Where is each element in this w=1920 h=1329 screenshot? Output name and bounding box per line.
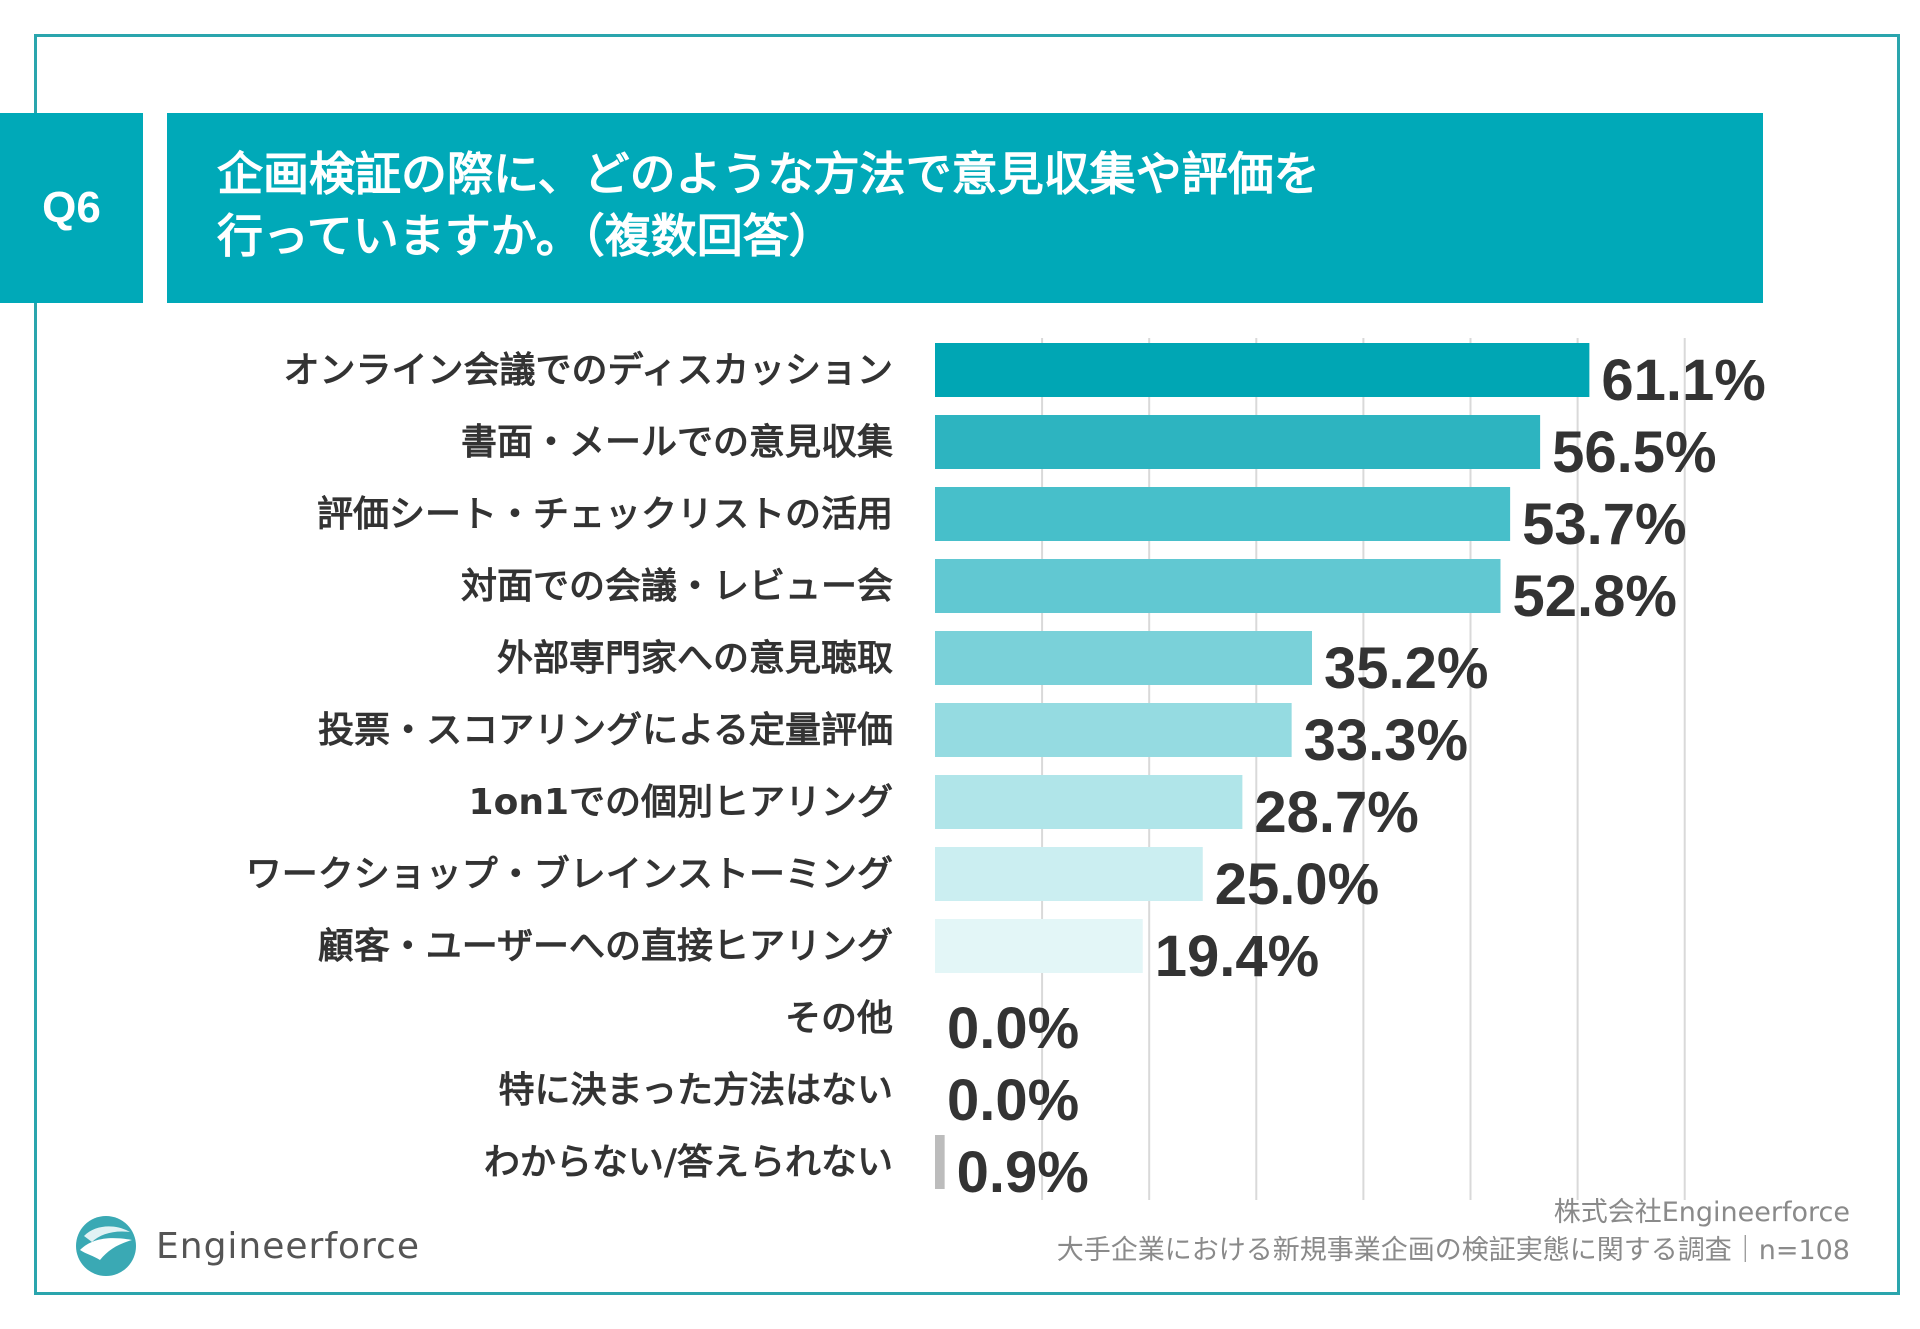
bar-6 [935, 703, 1292, 757]
value-label-4: 52.8% [1512, 564, 1676, 629]
company-name: 株式会社Engineerforce [1553, 1197, 1850, 1228]
chart-value-labels: 61.1% 56.5% 53.7% 52.8% 35.2% 33.3% 28.7% 25.0%… [947, 348, 1766, 1205]
value-label-11: 0.0% [947, 1068, 1079, 1133]
value-label-12: 0.9% [957, 1140, 1089, 1205]
question-number-badge: Q6 [0, 113, 143, 303]
category-label-5: 外部専門家への意見聴取 [497, 638, 893, 679]
category-label-11: 特に決まった方法はない [498, 1070, 893, 1111]
category-label-9: 顧客・ユーザーへの直接ヒアリング [318, 926, 893, 967]
value-label-10: 0.0% [947, 996, 1079, 1061]
value-label-9: 19.4% [1155, 924, 1319, 989]
chart-category-labels: オンライン会議でのディスカッション書面・メールでの意見収集評価シート・チェックリ… [246, 349, 893, 1183]
value-label-5: 35.2% [1324, 636, 1488, 701]
value-label-1: 61.1% [1601, 348, 1765, 413]
company-logo: Engineerforce [70, 1210, 420, 1282]
category-label-3: 評価シート・チェックリストの活用 [317, 494, 893, 535]
category-label-2: 書面・メールでの意見収集 [461, 422, 893, 463]
content-frame [34, 34, 1900, 1295]
engineerforce-logo-icon [76, 1216, 136, 1276]
source-note: 株式会社Engineerforce 大手企業における新規事業企画の検証実態に関す… [1057, 1194, 1850, 1270]
category-label-1: オンライン会議でのディスカッション [284, 349, 893, 391]
survey-info: 大手企業における新規事業企画の検証実態に関する調査｜n=108 [1056, 1235, 1850, 1266]
value-label-3: 53.7% [1522, 492, 1686, 557]
category-label-8: ワークショップ・ブレインストーミング [246, 853, 893, 895]
bar-5 [935, 631, 1312, 685]
logo-wordmark: Engineerforce [156, 1225, 420, 1267]
question-title: 企画検証の際に、どのような方法で意見収集や評価を 行っていますか。（複数回答） [167, 113, 1763, 303]
category-label-7: 1on1での個別ヒアリング [469, 782, 893, 823]
question-title-line-1: 企画検証の際に、どのような方法で意見収集や評価を [217, 147, 1320, 201]
value-label-7: 28.7% [1254, 780, 1418, 845]
bar-4 [935, 559, 1501, 613]
value-label-2: 56.5% [1552, 420, 1716, 485]
category-label-12: わからない/答えられない [484, 1142, 893, 1183]
chart-gridlines [1041, 338, 1686, 1200]
bar-7 [935, 775, 1243, 829]
chart-bars [935, 343, 1590, 1189]
bar-3 [935, 487, 1511, 541]
bar-8 [935, 847, 1203, 901]
question-title-line-2: 行っていますか。（複数回答） [217, 209, 835, 263]
bar-2 [935, 415, 1541, 469]
category-label-6: 投票・スコアリングによる定量評価 [318, 710, 893, 751]
category-label-10: その他 [785, 998, 893, 1039]
bar-1 [935, 343, 1590, 397]
bar-9 [935, 919, 1143, 973]
bar-12 [935, 1135, 945, 1189]
value-label-8: 25.0% [1215, 852, 1379, 917]
category-label-4: 対面での会議・レビュー会 [461, 566, 893, 607]
value-label-6: 33.3% [1304, 708, 1468, 773]
